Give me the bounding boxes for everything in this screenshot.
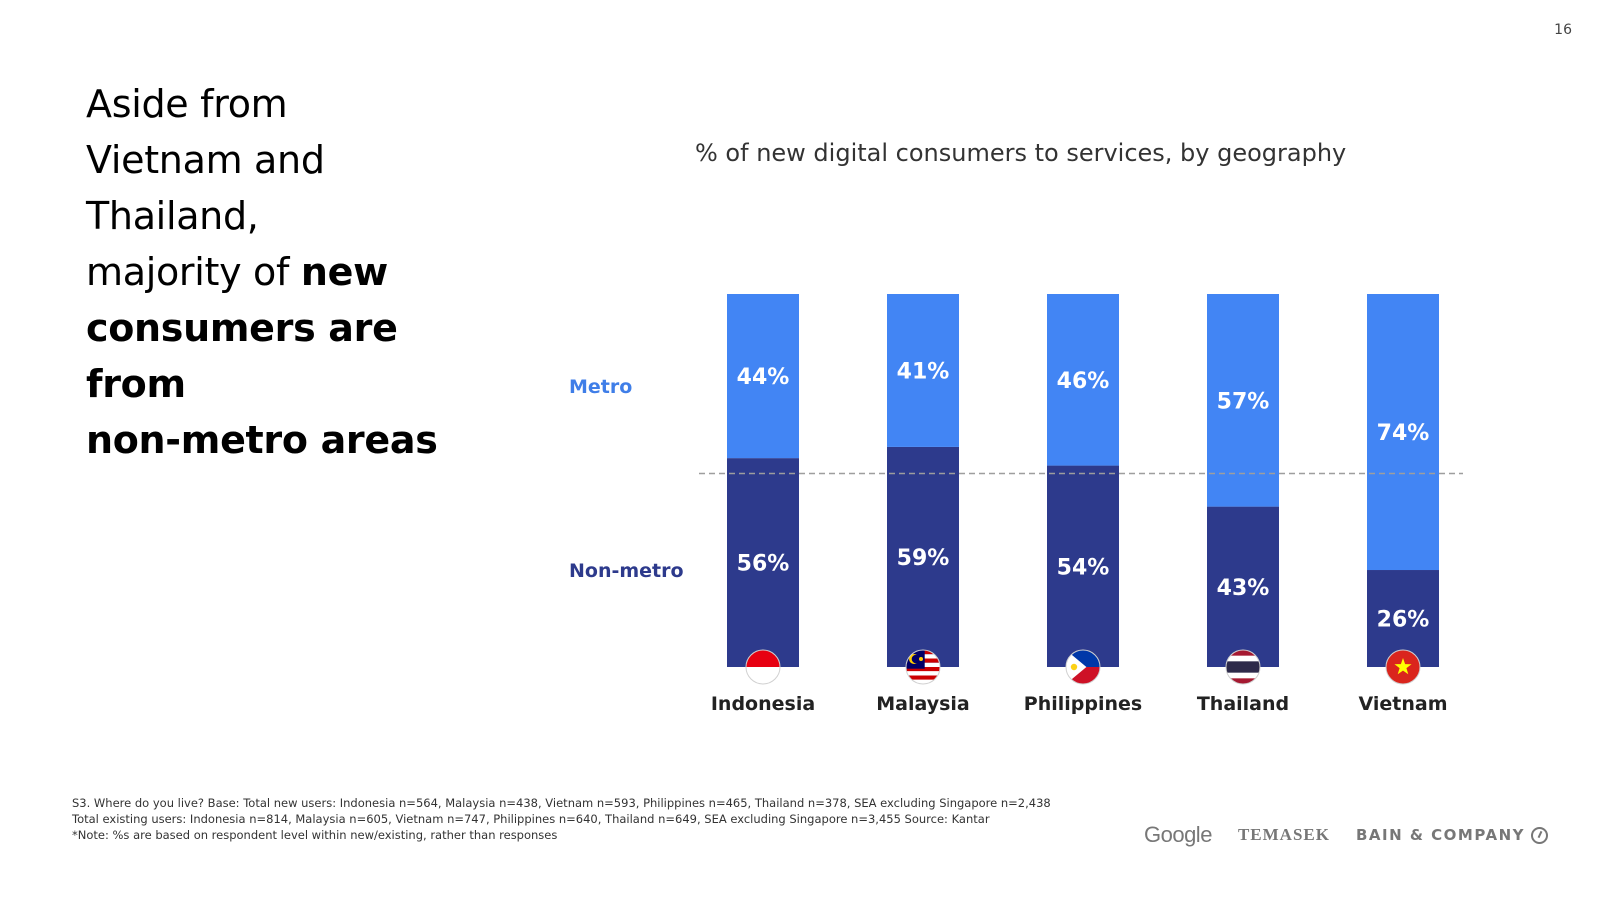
headline-line-2: Vietnam and Thailand, (86, 138, 325, 238)
vietnam-flag-icon (1386, 650, 1420, 684)
footnote-line-1: S3. Where do you live? Base: Total new u… (72, 796, 1051, 810)
philippines-flag-icon (1066, 650, 1100, 684)
malaysia-flag-icon (906, 650, 940, 684)
series-label-metro: Metro (569, 376, 632, 398)
indonesia-flag-icon (746, 650, 780, 684)
thailand-flag-border (1225, 649, 1261, 685)
bain-mark-icon (1531, 826, 1548, 844)
footnote-line-2: Total existing users: Indonesia n=814, M… (72, 812, 990, 826)
data-label-metro-vietnam: 74% (1377, 421, 1430, 446)
headline-line-3-regular: majority of (86, 250, 301, 294)
data-label-metro-indonesia: 44% (737, 365, 790, 390)
category-label-indonesia: Indonesia (711, 693, 815, 715)
bain-logo: BAIN & COMPANY (1356, 826, 1548, 844)
page-number: 16 (1554, 22, 1572, 38)
data-label-non-metro-malaysia: 59% (897, 546, 950, 571)
google-logo: Google (1143, 822, 1212, 847)
category-label-malaysia: Malaysia (876, 693, 970, 715)
data-label-non-metro-vietnam: 26% (1377, 608, 1430, 633)
headline: Aside from Vietnam and Thailand, majorit… (86, 76, 506, 468)
temasek-logo: TEMASEK (1237, 825, 1330, 844)
indonesia-flag-border (745, 649, 781, 685)
footnote-line-3: *Note: %s are based on respondent level … (72, 828, 558, 842)
headline-line-5: non-metro areas (86, 418, 438, 462)
data-label-non-metro-thailand: 43% (1217, 576, 1270, 601)
data-label-metro-philippines: 46% (1057, 369, 1110, 394)
bar-non-metro-malaysia (887, 446, 959, 667)
data-label-non-metro-indonesia: 56% (737, 552, 790, 577)
data-label-non-metro-philippines: 54% (1057, 555, 1110, 580)
category-label-philippines: Philippines (1024, 693, 1142, 715)
bain-logo-text: BAIN & COMPANY (1355, 826, 1525, 844)
chart-title: % of new digital consumers to services, … (695, 139, 1347, 167)
bar-non-metro-indonesia (727, 458, 799, 667)
footnote: S3. Where do you live? Base: Total new u… (72, 795, 1172, 843)
partner-logos: Google TEMASEK BAIN & COMPANY (1144, 822, 1548, 848)
headline-line-3-bold: new (300, 250, 388, 294)
bar-metro-philippines (1047, 294, 1119, 466)
bar-metro-thailand (1207, 294, 1279, 507)
vietnam-flag-border (1385, 649, 1421, 685)
headline-line-4: consumers are from (86, 306, 398, 406)
data-label-metro-malaysia: 41% (897, 359, 950, 384)
series-label-non-metro: Non-metro (569, 560, 684, 582)
bar-metro-malaysia (887, 294, 959, 447)
category-label-vietnam: Vietnam (1359, 693, 1448, 715)
malaysia-flag-border (905, 649, 941, 685)
bar-metro-indonesia (727, 294, 799, 459)
philippines-flag-border (1065, 649, 1101, 685)
bar-metro-vietnam (1367, 294, 1439, 571)
data-label-metro-thailand: 57% (1217, 389, 1270, 414)
headline-line-1: Aside from (86, 82, 288, 126)
bar-non-metro-philippines (1047, 465, 1119, 667)
category-label-thailand: Thailand (1197, 693, 1289, 715)
thailand-flag-icon (1226, 650, 1260, 684)
headline-line-3: majority of new (86, 244, 506, 300)
bar-non-metro-thailand (1207, 506, 1279, 667)
